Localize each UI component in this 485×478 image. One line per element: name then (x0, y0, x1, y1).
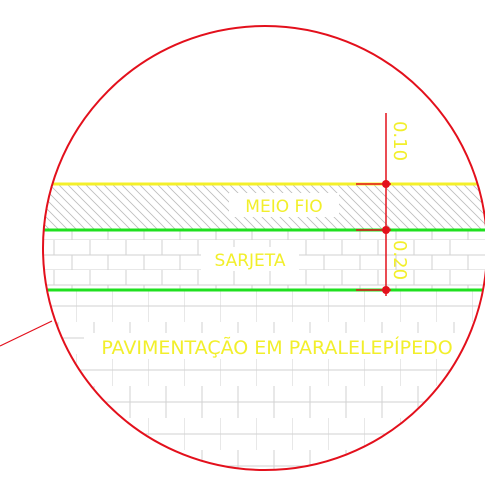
gutter-label: SARJETA (215, 251, 286, 271)
curb-label: MEIO FIO (245, 197, 322, 217)
dimension-label-bottom: 0.20 (389, 240, 410, 280)
detail-content: MEIO FIO SARJETA PAVIMENTAÇÃO EM PARALEL… (43, 113, 485, 470)
gutter-label-bg (201, 247, 299, 271)
paving-stones (43, 290, 485, 470)
curb-label-bg (229, 193, 339, 217)
dimension-dot-top (382, 180, 390, 188)
paving-label: PAVIMENTAÇÃO EM PARALELEPÍPEDO (101, 336, 452, 359)
dimension-dot-bottom (382, 286, 390, 294)
dimension-label-top: 0.10 (389, 121, 410, 161)
leader-line (0, 320, 53, 347)
paving-label-bg (84, 333, 470, 359)
dimension-dot-middle (382, 226, 390, 234)
detail-circle (42, 25, 485, 471)
